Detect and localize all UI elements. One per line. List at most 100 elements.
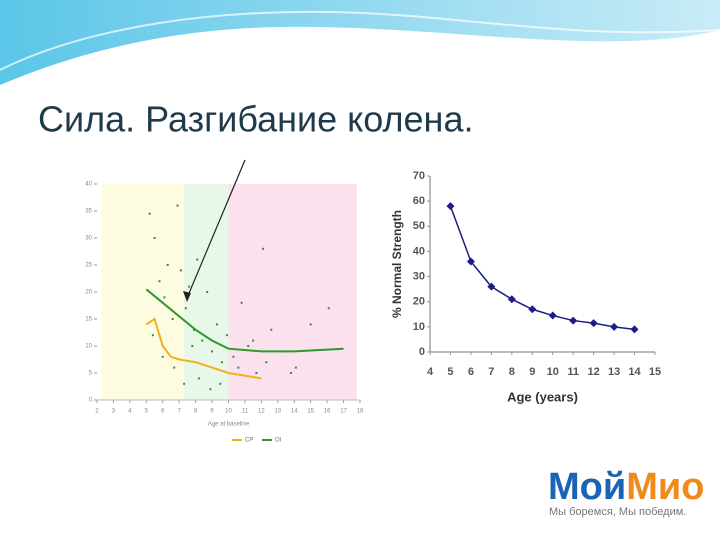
scatter-point — [192, 328, 195, 331]
legend-label: OI — [275, 438, 282, 444]
y-tick-label: 40 — [85, 182, 92, 188]
x-tick-label: 15 — [649, 366, 661, 378]
right-chart: 0 10 20 30 40 50 60 70 4 5 6 7 8 9 10 11 12 13 14 15 Age (ye… — [390, 170, 661, 405]
y-tick-label: 60 — [413, 195, 425, 207]
marker — [528, 305, 537, 314]
y-tick-label: 20 — [413, 296, 425, 308]
scatter-point — [183, 382, 186, 385]
scatter-point — [289, 372, 292, 374]
scatter-point — [237, 366, 240, 369]
marker — [507, 295, 516, 304]
scatter-point — [265, 361, 268, 364]
y-tick-label: 20 — [85, 290, 92, 296]
x-tick-label: 16 — [324, 409, 331, 415]
scatter-point — [188, 285, 191, 288]
scatter-point — [173, 366, 176, 369]
x-tick-label: 9 — [529, 366, 535, 378]
y-tick-label: 30 — [413, 270, 425, 282]
series-line — [145, 317, 262, 380]
scatter-point — [215, 323, 218, 326]
x-tick-label: 13 — [608, 366, 620, 378]
marker — [487, 282, 496, 291]
scatter-point — [196, 258, 199, 261]
scatter-point — [179, 269, 182, 272]
scatter-point — [176, 204, 179, 207]
x-tick-label: 14 — [291, 409, 298, 415]
x-axis-label: Age at baseline — [208, 422, 250, 428]
scatter-point — [255, 372, 258, 374]
logo: МойМио — [548, 466, 704, 508]
x-tick-label: 7 — [178, 409, 182, 415]
y-tick-label: 10 — [413, 321, 425, 333]
y-tick-label: 30 — [85, 236, 92, 242]
scatter-point — [294, 366, 297, 369]
scatter-point — [309, 323, 312, 326]
y-tick-label: 70 — [413, 170, 425, 182]
x-tick-label: 9 — [210, 409, 214, 415]
scatter-point — [201, 339, 204, 342]
scatter-point — [327, 307, 330, 310]
header-stroke — [0, 10, 720, 71]
y-tick-label: 0 — [419, 346, 425, 358]
slide-title: Сила. Разгибание колена. — [38, 99, 473, 140]
series-line — [145, 288, 344, 353]
x-tick-label: 8 — [509, 366, 515, 378]
x-tick-label: 4 — [427, 366, 434, 378]
scatter-point — [220, 361, 223, 364]
y-tick-label: 15 — [85, 317, 92, 323]
scatter-point — [232, 355, 235, 358]
y-tick-label: 5 — [89, 371, 93, 377]
x-tick-label: 17 — [340, 409, 347, 415]
scatter-point — [219, 382, 222, 385]
logo-part2: Мио — [626, 466, 704, 508]
scatter-point — [247, 345, 250, 347]
scatter-point — [153, 237, 156, 239]
x-tick-label: 2 — [95, 409, 99, 415]
scatter-point — [211, 350, 214, 353]
x-tick-label: 6 — [468, 366, 474, 378]
scatter-point — [148, 212, 151, 215]
band — [228, 184, 357, 400]
logo-slogan: Мы боремся, Мы победим. — [549, 506, 686, 518]
scatter-point — [191, 345, 194, 347]
marker — [446, 202, 455, 211]
band — [101, 184, 185, 400]
legend-label: CP — [245, 438, 253, 444]
marker — [548, 311, 557, 320]
scatter-point — [166, 264, 169, 266]
x-tick-label: 10 — [547, 366, 559, 378]
x-tick-label: 11 — [567, 366, 579, 378]
x-tick-label: 6 — [161, 409, 165, 415]
scatter-point — [206, 291, 209, 293]
x-tick-label: 5 — [145, 409, 149, 415]
x-tick-label: 7 — [488, 366, 494, 378]
x-axis-label: Age (years) — [507, 389, 578, 404]
left-chart: 0 5 10 15 20 25 30 35 40 2 3 4 5 6 7 8 9 10 11 12 13 14 15 16 17… — [85, 182, 364, 444]
scatter-point — [184, 307, 187, 310]
scatter-point — [151, 334, 154, 337]
arrow-head — [183, 291, 191, 302]
scatter-point — [262, 247, 265, 250]
x-tick-label: 11 — [242, 409, 249, 415]
y-tick-label: 0 — [89, 398, 93, 404]
x-tick-label: 10 — [225, 409, 232, 415]
x-tick-label: 15 — [307, 409, 314, 415]
x-tick-label: 14 — [628, 366, 641, 378]
y-tick-label: 10 — [85, 344, 92, 350]
x-tick-label: 18 — [357, 409, 364, 415]
scatter-point — [158, 280, 161, 283]
marker — [589, 319, 598, 328]
x-tick-label: 12 — [588, 366, 600, 378]
x-tick-label: 13 — [274, 409, 281, 415]
x-tick-label: 8 — [194, 409, 198, 415]
series-line — [449, 205, 635, 331]
y-tick-label: 35 — [85, 209, 92, 215]
marker — [569, 316, 578, 325]
header-wave — [0, 0, 720, 85]
y-axis-label: % Normal Strength — [390, 210, 404, 318]
x-tick-label: 5 — [447, 366, 453, 378]
x-tick-label: 3 — [112, 409, 116, 415]
marker — [610, 322, 619, 331]
